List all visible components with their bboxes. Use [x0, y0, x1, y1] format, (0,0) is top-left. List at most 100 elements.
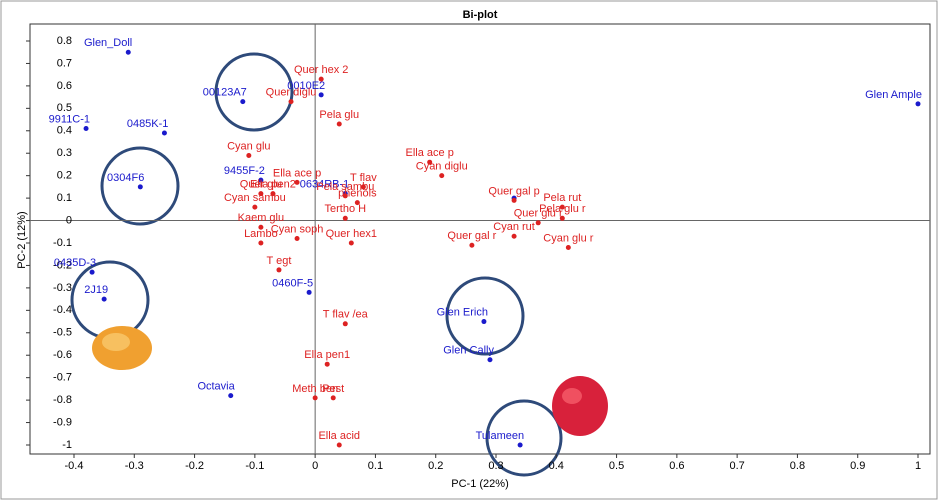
- variable-label: Quer glu r: [514, 208, 563, 220]
- x-tick-label: -0.3: [125, 460, 144, 472]
- variable-label: Pest: [322, 383, 344, 395]
- point: [161, 130, 167, 136]
- x-axis-label: PC-1 (22%): [451, 478, 508, 490]
- point: [342, 193, 348, 199]
- sample-label: Octavia: [197, 381, 235, 393]
- x-tick-label: 0.7: [729, 460, 744, 472]
- x-tick-label: 0.6: [669, 460, 684, 472]
- y-tick-label: -0.8: [53, 394, 72, 406]
- point: [312, 395, 318, 401]
- point: [360, 184, 366, 190]
- y-tick-label: 0.3: [57, 147, 72, 159]
- variable-label: Quer hex 2: [294, 64, 348, 76]
- point: [101, 296, 107, 302]
- x-tick-label: 0: [312, 460, 318, 472]
- point: [324, 361, 330, 367]
- point: [354, 200, 360, 206]
- variable-label: Cyan sambu: [224, 192, 286, 204]
- point: [83, 126, 89, 132]
- point: [915, 101, 921, 107]
- point: [270, 191, 276, 197]
- sample-label: Glen Cally: [443, 345, 494, 357]
- y-tick-label: -0.5: [53, 327, 72, 339]
- point: [318, 92, 324, 98]
- sample-label: 0010E2: [287, 80, 325, 92]
- point: [487, 357, 493, 363]
- sample-label: Glen Ample: [865, 89, 922, 101]
- sample-label: 0485K-1: [127, 118, 169, 130]
- point: [511, 233, 517, 239]
- variable-label: Tertho H: [324, 203, 366, 215]
- point: [125, 49, 131, 55]
- point: [439, 173, 445, 179]
- point: [252, 204, 258, 210]
- point: [258, 191, 264, 197]
- y-tick-label: 0.5: [57, 102, 72, 114]
- variable-label: Pela glu: [319, 109, 359, 121]
- point: [294, 179, 300, 185]
- sample-label: Tulameen: [476, 430, 525, 442]
- point: [336, 121, 342, 127]
- x-tick-label: 0.8: [790, 460, 805, 472]
- y-tick-label: 0.7: [57, 57, 72, 69]
- point: [342, 215, 348, 221]
- variable-label: Pela glu r: [539, 203, 586, 215]
- sample-label: 0460F-5: [272, 277, 313, 289]
- x-tick-label: 1: [915, 460, 921, 472]
- variable-label: Quer gal r: [447, 230, 496, 242]
- point: [276, 267, 282, 273]
- chart-title: Bi-plot: [463, 9, 498, 21]
- red-raspberry: [552, 376, 608, 436]
- x-tick-label: -0.1: [245, 460, 264, 472]
- point: [258, 177, 264, 183]
- variable-label: Cyan diglu: [416, 161, 468, 173]
- sample-label: 0634RB-1: [300, 179, 350, 191]
- variable-label: Quer hex1: [326, 228, 377, 240]
- variable-label: T flav /ea: [323, 309, 369, 321]
- plot-frame: [29, 23, 931, 455]
- point: [342, 321, 348, 327]
- x-tick-label: 0.3: [488, 460, 503, 472]
- variable-label: Ella ace p: [273, 167, 321, 179]
- sample-label: 0304F6: [107, 172, 144, 184]
- y-tick-label: 0: [66, 214, 72, 226]
- sample-label: Glen Erich: [437, 306, 488, 318]
- variable-label: Quer gal p: [488, 185, 539, 197]
- x-tick-label: 0.5: [609, 460, 624, 472]
- y-tick-label: 0.8: [57, 35, 72, 47]
- variable-label: Meth ben: [292, 383, 338, 395]
- variable-label: Quer glu: [240, 179, 282, 191]
- y-tick-label: -0.4: [53, 304, 72, 316]
- x-tick-label: 0.9: [850, 460, 865, 472]
- variable-label: Ella pen2: [250, 179, 296, 191]
- y-tick-label: -0.7: [53, 372, 72, 384]
- sample-label: 2J19: [84, 284, 108, 296]
- sample-label: 9911C-1: [49, 113, 90, 125]
- variable-label: Quer diglu: [266, 87, 317, 99]
- orange-raspberry: [92, 326, 152, 370]
- variable-label: Pela rut: [543, 192, 581, 204]
- sample-label: 0435D-3: [54, 257, 96, 269]
- point: [348, 240, 354, 246]
- x-tick-label: 0.2: [428, 460, 443, 472]
- variable-label: Ella ace p: [406, 147, 454, 159]
- point: [258, 240, 264, 246]
- point: [481, 319, 487, 325]
- point: [288, 99, 294, 105]
- point: [258, 224, 264, 230]
- point: [330, 395, 336, 401]
- variable-label: T flav: [350, 172, 377, 184]
- variable-label: Cyan glu r: [543, 232, 593, 244]
- y-tick-label: -0.2: [53, 259, 72, 271]
- point: [559, 215, 565, 221]
- x-tick-label: -0.4: [65, 460, 84, 472]
- x-tick-label: -0.2: [185, 460, 204, 472]
- point: [336, 442, 342, 448]
- sample-label: 00123A7: [203, 87, 247, 99]
- y-tick-label: 0.6: [57, 80, 72, 92]
- y-tick-label: -0.6: [53, 349, 72, 361]
- variable-label: Pela sambu: [316, 181, 374, 193]
- point: [306, 289, 312, 295]
- variable-label: Lambo: [244, 228, 278, 240]
